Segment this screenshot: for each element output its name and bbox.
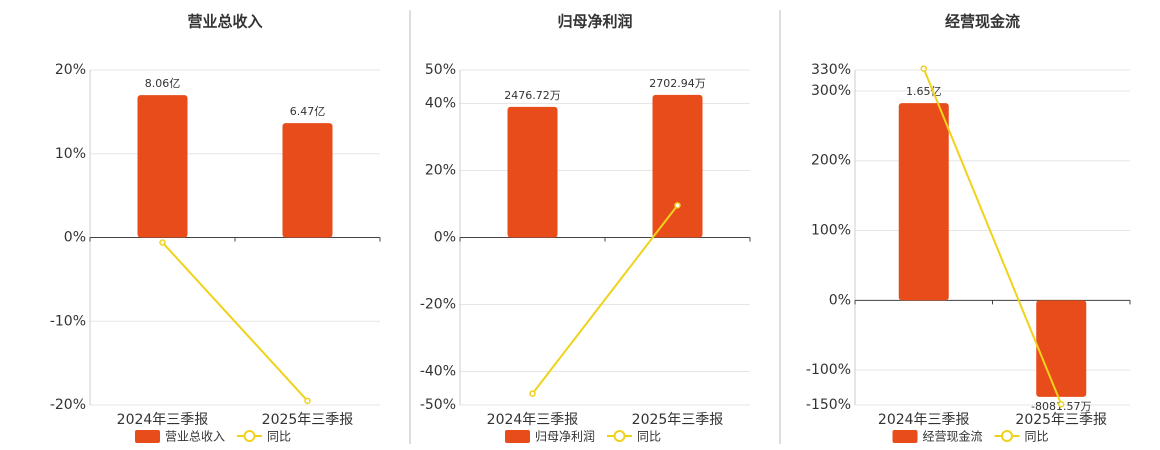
bar [898, 103, 949, 301]
value-label: 6.47亿 [290, 105, 326, 118]
x-tick-label: 2024年三季报 [878, 412, 970, 428]
line [531, 204, 679, 395]
x-tick-label: 2025年三季报 [262, 412, 354, 428]
legend-label: 同比 [267, 430, 291, 444]
value-label: 8.06亿 [145, 77, 181, 90]
legend-label: 同比 [1025, 430, 1049, 444]
line-point [674, 202, 681, 209]
legend-label: 同比 [637, 430, 661, 444]
x-tick-label: 2025年三季报 [632, 412, 724, 428]
chart-title: 经营现金流 [945, 13, 1020, 31]
line-point [1058, 401, 1065, 408]
line [161, 241, 309, 402]
legend-swatch [613, 430, 626, 442]
legend-swatch [892, 430, 918, 443]
y-tick-label: 40% [425, 96, 456, 112]
y-tick-label: -50% [420, 397, 456, 413]
bar [282, 123, 333, 238]
line-point [529, 390, 536, 397]
y-tick-label: -20% [420, 297, 456, 313]
y-tick-label: 20% [55, 62, 86, 78]
y-tick-label: 0% [64, 230, 86, 246]
y-tick-label: 300% [811, 83, 851, 99]
bar [1036, 300, 1087, 397]
y-tick-label: 20% [425, 163, 456, 179]
legend-swatch [505, 430, 530, 443]
legend-label: 经营现金流 [923, 429, 983, 444]
y-tick-label: 0% [434, 230, 456, 246]
y-tick-label: 10% [55, 146, 86, 162]
line-point [159, 239, 166, 246]
legend-swatch [135, 430, 160, 443]
y-tick-label: -20% [50, 397, 86, 413]
bar [137, 95, 188, 238]
legend-swatch [1001, 430, 1014, 442]
x-tick-label: 2025年三季报 [1015, 412, 1107, 428]
line-point [304, 397, 311, 405]
y-tick-label: 100% [811, 223, 851, 239]
line-point [920, 65, 927, 72]
y-tick-label: -100% [806, 362, 851, 378]
x-tick-label: 2024年三季报 [487, 412, 579, 428]
y-tick-label: -40% [420, 364, 456, 380]
value-label: 1.65亿 [906, 85, 942, 98]
y-tick-label: -150% [806, 397, 851, 413]
y-tick-label: 330% [811, 62, 851, 78]
x-tick-label: 2024年三季报 [117, 412, 209, 428]
value-label: 2476.72万 [504, 89, 561, 102]
legend-label: 营业总收入 [165, 430, 225, 444]
chart-title: 归母净利润 [557, 13, 632, 31]
legend-swatch [243, 430, 256, 442]
chart-title: 营业总收入 [187, 13, 262, 31]
line [922, 68, 1063, 405]
bar [507, 106, 558, 238]
y-tick-label: 200% [811, 153, 851, 169]
y-tick-label: 50% [425, 62, 456, 78]
value-label: 2702.94万 [649, 77, 706, 90]
bar [652, 94, 703, 238]
y-tick-label: 0% [829, 292, 851, 308]
y-tick-label: -10% [50, 313, 86, 329]
legend-label: 归母净利润 [535, 430, 595, 444]
